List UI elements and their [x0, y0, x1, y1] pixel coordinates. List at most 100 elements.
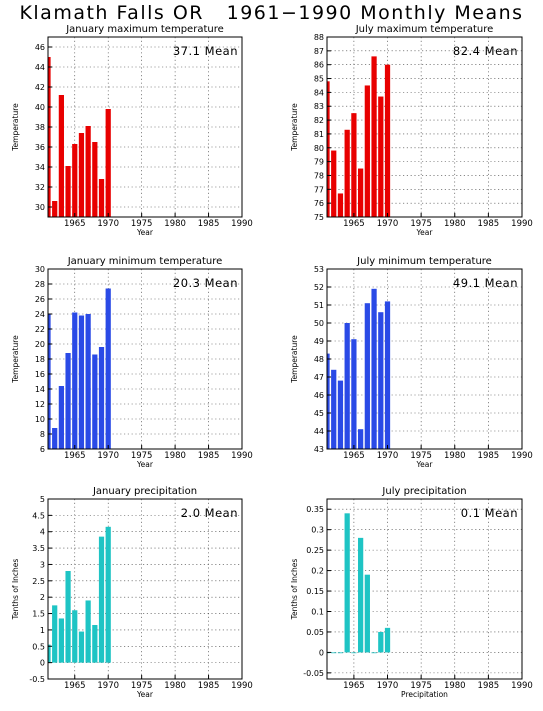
y-tick-label: 1.5: [32, 610, 45, 619]
chart-title: July minimum temperature: [356, 256, 492, 267]
y-tick-label: 49: [314, 337, 324, 346]
x-tick-label: 1975: [131, 219, 153, 229]
bar-1970: [105, 526, 111, 663]
y-tick-label: 36: [35, 143, 45, 152]
jan-min-temp-chart: 6 8 10 12 14 16 18 20 22 24 26 28 30 1965 1970 1975 1980…: [11, 256, 253, 469]
y-tick-label: 84: [314, 88, 324, 97]
y-tick-label: 3.5: [32, 544, 45, 553]
bar-1963: [337, 652, 344, 654]
bar-1965: [351, 339, 357, 449]
x-tick-label: 1990: [231, 451, 253, 461]
bar-1962: [52, 605, 58, 663]
y-tick-label: 46: [35, 43, 45, 52]
plot-area: -0.05 0 0.05 0.1 0.15 0.2 0.25 0.3 0.35 1965 1970 1…: [290, 486, 533, 699]
y-tick-label: 53: [314, 265, 324, 274]
x-tick-label: 1985: [198, 681, 220, 691]
y-tick-label: 86: [314, 61, 324, 70]
x-tick-label: 1990: [511, 681, 533, 691]
bar-1970: [105, 288, 111, 449]
x-tick-label: 1980: [164, 681, 186, 691]
bar-1965: [72, 312, 78, 449]
y-tick-label: 1: [40, 626, 45, 635]
jul-max-temp-chart: 75 76 77 78 79 80 81 82 83 84 85 86 87 88 1965 1970 1975…: [290, 24, 533, 237]
y-axis-label: Temperature: [11, 103, 20, 152]
y-tick-label: 81: [314, 130, 324, 139]
bar-1962: [331, 652, 337, 654]
x-tick-label: 1980: [164, 451, 186, 461]
bar-1965: [72, 144, 78, 217]
y-tick-label: -0.05: [303, 669, 324, 678]
bar-1967: [364, 303, 370, 449]
bar-1966: [78, 133, 85, 217]
y-tick-label: 14: [35, 385, 45, 394]
x-axis-label: Year: [416, 228, 434, 237]
bar-1969: [378, 312, 384, 449]
y-tick-label: 75: [314, 213, 324, 222]
bar-1962: [331, 369, 337, 449]
x-tick-label: 1970: [377, 681, 399, 691]
y-tick-label: 2.5: [32, 577, 45, 586]
bar-1966: [78, 315, 85, 449]
x-tick-label: 1970: [97, 451, 119, 461]
y-tick-label: 80: [314, 144, 324, 153]
y-tick-label: 88: [314, 33, 324, 42]
y-tick-label: 5: [40, 495, 45, 504]
y-axis-label: Temperature: [290, 335, 299, 384]
bar-1968: [371, 288, 377, 449]
bar-1965: [72, 610, 78, 663]
y-tick-label: 0: [319, 648, 324, 657]
y-tick-label: 0.35: [306, 505, 324, 514]
bar-1963: [337, 380, 344, 449]
y-tick-label: 87: [314, 47, 324, 56]
jan-max-temp-chart: 30 32 34 36 38 40 42 44 46 1965 1970 1975 1980 1985 19…: [11, 24, 253, 237]
bar-1962: [331, 150, 337, 217]
y-tick-label: 10: [35, 415, 45, 424]
plot-frame: [326, 36, 523, 218]
bar-1969: [378, 631, 384, 653]
jan-precip-chart: -0.5 0 0.5 1 1.5 2 2.5 3 3.5 4 4.5 5 1965 1970 1975 198…: [11, 486, 253, 699]
y-tick-label: 79: [314, 158, 324, 167]
x-tick-label: 1990: [231, 681, 253, 691]
x-tick-label: 1985: [198, 219, 220, 229]
chart-title: July precipitation: [381, 486, 466, 497]
y-tick-label: 52: [314, 283, 324, 292]
y-tick-label: 50: [314, 319, 324, 328]
x-tick-label: 1985: [478, 219, 500, 229]
y-tick-label: 38: [35, 123, 45, 132]
bar-1963: [58, 386, 64, 449]
x-axis-label: Year: [416, 460, 434, 469]
x-tick-label: 1965: [64, 451, 86, 461]
bar-1969: [98, 179, 105, 217]
bar-1964: [65, 353, 71, 449]
mean-annotation: 2.0 Mean: [181, 506, 238, 520]
y-axis-label: Tenths of Inches: [11, 559, 20, 621]
y-tick-label: 26: [35, 295, 45, 304]
bar-1967: [364, 85, 370, 217]
y-tick-label: -0.5: [29, 675, 45, 684]
bar-1961: [48, 644, 51, 663]
y-tick-label: 0: [40, 659, 45, 668]
bar-1968: [371, 652, 377, 654]
x-tick-label: 1985: [198, 451, 220, 461]
bar-1963: [337, 193, 344, 217]
x-tick-label: 1965: [64, 681, 86, 691]
x-axis-label: Year: [136, 690, 154, 699]
x-tick-label: 1970: [97, 681, 119, 691]
x-tick-label: 1965: [343, 681, 365, 691]
x-tick-label: 1980: [444, 219, 466, 229]
bar-1967: [85, 314, 91, 449]
bar-1970: [384, 64, 391, 217]
x-tick-label: 1970: [97, 219, 119, 229]
x-tick-label: 1990: [231, 219, 253, 229]
chart-title: January maximum temperature: [65, 24, 224, 35]
chart-title: July maximum temperature: [355, 24, 494, 35]
y-tick-label: 22: [35, 325, 45, 334]
y-tick-label: 24: [35, 310, 45, 319]
x-axis-label: Year: [136, 228, 154, 237]
y-tick-label: 76: [314, 199, 324, 208]
y-tick-label: 2: [40, 593, 45, 602]
y-tick-label: 51: [314, 301, 324, 310]
jul-precip-chart: -0.05 0 0.05 0.1 0.15 0.2 0.25 0.3 0.35 1965 1970 1…: [290, 486, 533, 699]
plot-frame: [326, 498, 523, 680]
y-tick-label: 48: [314, 355, 324, 364]
